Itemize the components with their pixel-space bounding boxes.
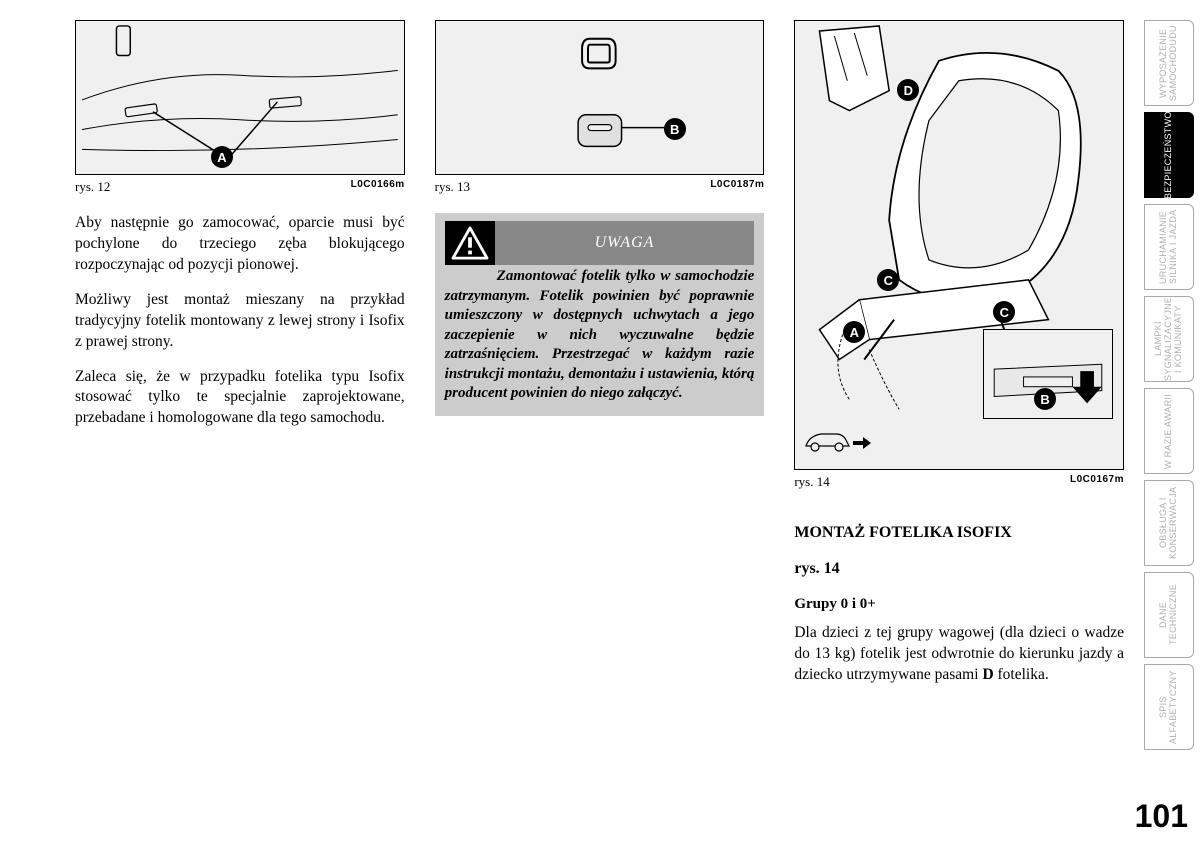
warning-box: UWAGA Zamontować fotelik tylko w samocho… <box>435 213 765 416</box>
tab-dane[interactable]: DANE TECHNICZNE <box>1144 572 1194 658</box>
col3-p1-a: Dla dzieci z tej grupy wagowej (dla dzie… <box>794 624 1124 683</box>
tab-wyposazenie[interactable]: WYPOSAŻENIE SAMOCHODUDU <box>1144 20 1194 106</box>
tab-spis[interactable]: SPIS ALFABETYCZNY <box>1144 664 1194 750</box>
figure-14: D C C A B <box>794 20 1124 470</box>
subheading-grupy: Grupy 0 i 0+ <box>794 596 1124 613</box>
callout-a: A <box>211 146 233 168</box>
fig14-label: rys. 14 <box>794 474 829 490</box>
column-2: B rys. 13 L0C0187m UWAGA Z <box>435 20 765 825</box>
warning-title: UWAGA <box>495 221 755 265</box>
warning-header: UWAGA <box>445 221 755 265</box>
col1-p1: Aby następnie go zamocować, oparcie musi… <box>75 213 405 276</box>
tab-lampki[interactable]: LAMPKI SYGNALIZACYJNE I KOMUNIKATY <box>1144 296 1194 382</box>
col3-p1: Dla dzieci z tej grupy wagowej (dla dzie… <box>794 623 1124 686</box>
fig13-caption: rys. 13 L0C0187m <box>435 179 765 195</box>
fig14-inset: B <box>983 329 1113 419</box>
warning-triangle-icon <box>445 221 495 265</box>
content-area: A rys. 12 L0C0166m Aby następnie go zamo… <box>0 0 1144 845</box>
fig12-illustration <box>76 21 404 174</box>
page-root: A rys. 12 L0C0166m Aby następnie go zamo… <box>0 0 1200 845</box>
tab-uruchamianie[interactable]: URUCHAMIANIE SILNIKA I JAZDA <box>1144 204 1194 290</box>
tab-awarii[interactable]: W RAZIE AWARII <box>1144 388 1194 474</box>
col3-p1-b: D <box>982 666 993 683</box>
col1-p2: Możliwy jest montaż mieszany na przykład… <box>75 290 405 353</box>
tab-bezpieczenstwo[interactable]: BEZPIECZEŃSTWO <box>1144 112 1194 198</box>
fig14-caption: rys. 14 L0C0167m <box>794 474 1124 490</box>
fig12-caption: rys. 12 L0C0166m <box>75 179 405 195</box>
car-direction-icon <box>801 426 871 461</box>
column-1: A rys. 12 L0C0166m Aby następnie go zamo… <box>75 20 405 825</box>
tab-obsluga[interactable]: OBSŁUGA I KONSERWACJA <box>1144 480 1194 566</box>
figure-12: A <box>75 20 405 175</box>
sidebar-tabs: WYPOSAŻENIE SAMOCHODUDU BEZPIECZEŃSTWO U… <box>1144 0 1200 845</box>
col1-p3: Zaleca się, że w przypadku fotelika typu… <box>75 367 405 430</box>
warning-text: Zamontować fotelik tylko w samochodzie z… <box>445 265 755 404</box>
heading-montaz: MONTAŻ FOTELIKA ISOFIX <box>794 524 1124 542</box>
fig14-code: L0C0167m <box>1070 474 1124 490</box>
heading-rys14: rys. 14 <box>794 560 1124 578</box>
page-number: 101 <box>1135 798 1188 835</box>
fig13-illustration <box>436 21 764 174</box>
fig12-label: rys. 12 <box>75 179 110 195</box>
callout-b2: B <box>1034 388 1056 410</box>
fig12-code: L0C0166m <box>351 179 405 195</box>
column-3: D C C A B <box>794 20 1124 825</box>
fig13-label: rys. 13 <box>435 179 470 195</box>
col3-p1-c: fotelika. <box>994 666 1049 683</box>
fig13-code: L0C0187m <box>710 179 764 195</box>
figure-13: B <box>435 20 765 175</box>
callout-b: B <box>664 118 686 140</box>
